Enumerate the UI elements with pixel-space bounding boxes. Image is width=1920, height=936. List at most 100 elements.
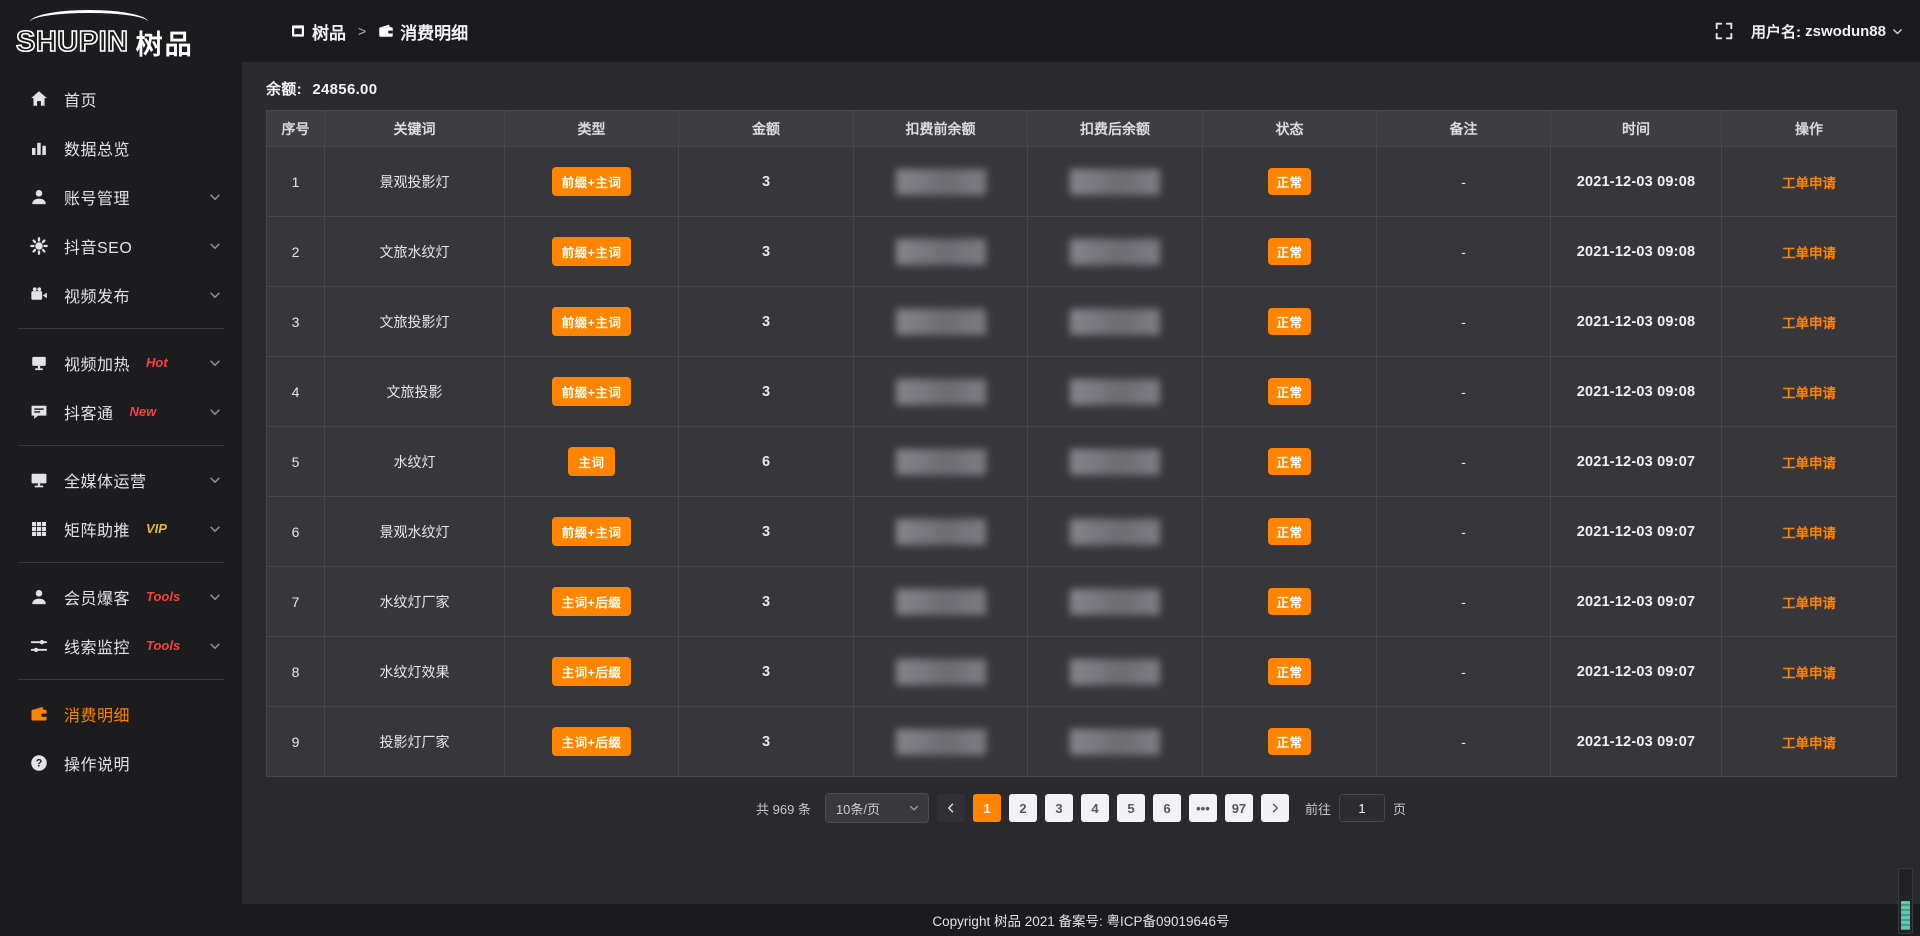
cell-keyword: 景观水纹灯 xyxy=(324,496,505,567)
cell-index: 6 xyxy=(266,496,325,567)
ticket-request-link[interactable]: 工单申请 xyxy=(1782,525,1836,541)
sidebar-item-home[interactable]: 首页 xyxy=(0,74,242,123)
cell-remark: - xyxy=(1376,286,1551,357)
ticket-request-link[interactable]: 工单申请 xyxy=(1782,665,1836,681)
sidebar-item-label: 线索监控 xyxy=(64,639,131,657)
table-row: 3 文旅投影灯 前缀+主词 3 正常 -2021-12-03 09:08 工单申请 xyxy=(266,286,1897,357)
cell-remark: - xyxy=(1376,706,1551,777)
balance-label: 余额: xyxy=(266,81,302,98)
ticket-request-link[interactable]: 工单申请 xyxy=(1782,385,1836,401)
member-icon xyxy=(30,588,48,606)
cell-time: 2021-12-03 09:08 xyxy=(1550,216,1722,287)
page-button-6[interactable]: 6 xyxy=(1152,794,1181,822)
page-button-5[interactable]: 5 xyxy=(1116,794,1145,822)
type-badge: 主词+后缀 xyxy=(551,727,632,756)
cell-amount: 3 xyxy=(678,146,854,217)
breadcrumb-root[interactable]: 树品 xyxy=(290,19,346,44)
sidebar-menu: 首页数据总览 账号管理抖音SEO 视频发布视频加热 Hot 抖客通 New 全媒体运营矩阵助… xyxy=(0,74,242,787)
ticket-request-link[interactable]: 工单申请 xyxy=(1782,315,1836,331)
cell-keyword: 水纹灯效果 xyxy=(324,636,505,707)
prev-page-button[interactable] xyxy=(936,794,965,822)
status-badge: 正常 xyxy=(1268,168,1311,195)
ticket-request-link[interactable]: 工单申请 xyxy=(1782,245,1836,261)
sidebar-item-screen[interactable]: 视频加热 Hot xyxy=(0,338,242,387)
table-row: 5 水纹灯 主词 6 正常 -2021-12-03 09:07 工单申请 xyxy=(266,426,1897,497)
page-size-select[interactable]: 10条/页 xyxy=(824,793,929,823)
type-badge: 前缀+主词 xyxy=(551,167,632,196)
page-button-97[interactable]: 97 xyxy=(1224,794,1253,822)
page-button-1[interactable]: 1 xyxy=(972,794,1001,822)
column-header: 扣费前余额 xyxy=(853,110,1028,147)
screen-icon xyxy=(30,354,48,372)
footer: Copyright 树品 2021 备案号: 粤ICP备09019646号 xyxy=(242,904,1920,936)
redacted-balance-before xyxy=(895,588,986,615)
cell-amount: 3 xyxy=(678,286,854,357)
sidebar-item-label: 首页 xyxy=(64,92,98,110)
redacted-balance-before xyxy=(895,308,986,335)
sidebar-item-label: 全媒体运营 xyxy=(64,473,147,491)
cell-keyword: 文旅投影 xyxy=(324,356,505,427)
question-icon: ? xyxy=(30,754,48,772)
redacted-balance-before xyxy=(895,448,986,475)
column-header: 类型 xyxy=(504,110,679,147)
gear-icon xyxy=(30,236,48,255)
sliders-icon xyxy=(30,637,48,655)
cell-amount: 3 xyxy=(678,706,854,777)
cell-remark: - xyxy=(1376,496,1551,567)
cell-time: 2021-12-03 09:07 xyxy=(1550,496,1722,567)
chevron-right-icon xyxy=(1269,802,1281,814)
username: zswodun88 xyxy=(1805,22,1886,40)
sidebar-item-label: 抖音SEO xyxy=(64,239,133,257)
sidebar-item-grid[interactable]: 矩阵助推 VIP xyxy=(0,504,242,553)
wallet-icon xyxy=(30,705,48,723)
sidebar-item-chat[interactable]: 抖客通 New xyxy=(0,387,242,436)
cell-index: 1 xyxy=(266,146,325,217)
user-menu[interactable]: 用户名: zswodun88 xyxy=(1751,21,1904,42)
type-badge: 前缀+主词 xyxy=(551,517,632,546)
logo-brand-cn: 树品 xyxy=(135,30,194,60)
ticket-request-link[interactable]: 工单申请 xyxy=(1782,455,1836,471)
page-button-3[interactable]: 3 xyxy=(1044,794,1073,822)
cell-index: 7 xyxy=(266,566,325,637)
cell-remark: - xyxy=(1376,566,1551,637)
sidebar-item-user[interactable]: 账号管理 xyxy=(0,172,242,221)
sidebar-item-chart[interactable]: 数据总览 xyxy=(0,123,242,172)
cell-index: 5 xyxy=(266,426,325,497)
sidebar-item-wallet[interactable]: 消费明细 xyxy=(0,689,242,738)
breadcrumb: 树品 > 消费明细 xyxy=(290,19,468,44)
ticket-request-link[interactable]: 工单申请 xyxy=(1782,595,1836,611)
ticket-request-link[interactable]: 工单申请 xyxy=(1782,735,1836,751)
more-pages-button[interactable]: ••• xyxy=(1188,794,1217,822)
sidebar-item-question[interactable]: ? 操作说明 xyxy=(0,738,242,787)
goto-page-input[interactable] xyxy=(1338,794,1385,822)
logo: SHUPIN 树品 xyxy=(0,0,242,66)
sidebar-item-gear[interactable]: 抖音SEO xyxy=(0,221,242,270)
table-row: 1 景观投影灯 前缀+主词 3 正常 -2021-12-03 09:08 工单申请 xyxy=(266,146,1897,217)
sidebar-item-video[interactable]: 视频发布 xyxy=(0,270,242,319)
sidebar-item-monitor[interactable]: 全媒体运营 xyxy=(0,455,242,504)
sidebar-item-label: 会员爆客 xyxy=(64,590,131,608)
scrollbar[interactable] xyxy=(1898,868,1913,934)
status-badge: 正常 xyxy=(1268,588,1311,615)
menu-badge: Tools xyxy=(146,589,181,604)
page-button-4[interactable]: 4 xyxy=(1080,794,1109,822)
column-header: 时间 xyxy=(1550,110,1722,147)
status-badge: 正常 xyxy=(1268,308,1311,335)
menu-divider xyxy=(18,679,224,680)
fullscreen-icon[interactable] xyxy=(1715,22,1733,40)
next-page-button[interactable] xyxy=(1260,794,1289,822)
column-header: 操作 xyxy=(1721,110,1897,147)
sidebar-item-sliders[interactable]: 线索监控 Tools xyxy=(0,621,242,670)
page-button-2[interactable]: 2 xyxy=(1008,794,1037,822)
cell-index: 8 xyxy=(266,636,325,707)
cell-time: 2021-12-03 09:07 xyxy=(1550,426,1722,497)
ticket-request-link[interactable]: 工单申请 xyxy=(1782,175,1836,191)
balance: 余额: 24856.00 xyxy=(266,78,1896,99)
monitor-icon xyxy=(30,471,48,489)
chevron-down-icon xyxy=(208,190,222,204)
scrollbar-thumb[interactable] xyxy=(1901,901,1910,930)
chevron-down-icon xyxy=(208,473,222,487)
menu-badge: New xyxy=(129,404,157,419)
sidebar-item-label: 抖客通 xyxy=(64,405,114,423)
sidebar-item-member[interactable]: 会员爆客 Tools xyxy=(0,572,242,621)
